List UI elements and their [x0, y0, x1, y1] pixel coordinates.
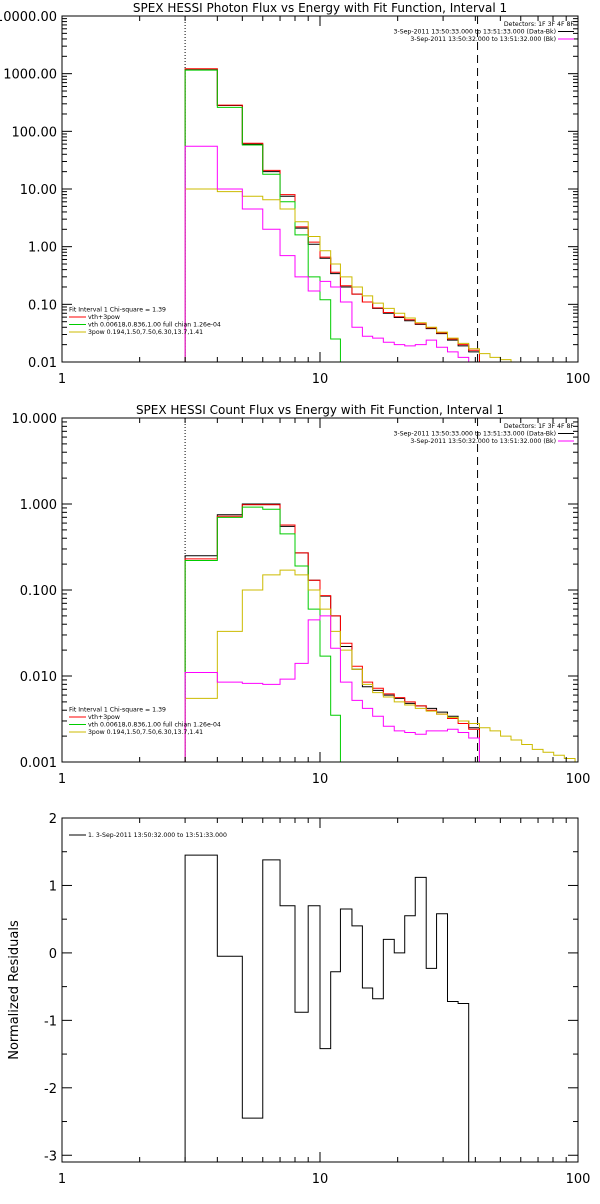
series-line-3 [184, 188, 522, 362]
x-tick-label: 1 [58, 772, 66, 787]
legend-entry: vth+3pow [88, 314, 120, 321]
series-group [184, 68, 522, 362]
y-tick-label: 10000.00 [0, 10, 57, 25]
legend-entry: vth+3pow [88, 714, 120, 721]
y-tick-label: 0.10 [28, 298, 57, 313]
series-line-1 [184, 68, 480, 362]
info-text: 3-Sep-2011 13:50:32.000 to 13:51:32.000 … [410, 438, 556, 445]
x-tick-label: 1 [58, 1172, 66, 1187]
x-tick-label: 10 [312, 772, 329, 787]
series-group [184, 854, 480, 1162]
legend-entry: vth 0.00618,0.836,1.00 full chian 1.26e-… [88, 322, 221, 329]
info-text: 3-Sep-2011 13:50:32.000 to 13:51:32.000 … [410, 36, 556, 43]
x-tick-label: 10 [312, 1172, 329, 1187]
y-tick-label: 10.00 [20, 183, 57, 198]
info-text: 3-Sep-2011 13:50:33.000 to 13:51:33.000 … [394, 431, 556, 438]
series-line-2 [184, 506, 341, 762]
legend-entry: 3pow 0.194,1.50,7.50,6.30,13.7,1.41 [88, 729, 203, 736]
x-tick-label: 1 [58, 372, 66, 387]
x-tick-label: 10 [312, 372, 329, 387]
info-text: Detectors: 1F 3F 4F 8F [504, 21, 575, 28]
x-tick-label: 100 [566, 1172, 591, 1187]
y-tick-label: 0 [49, 947, 57, 962]
legend-entry: 1. 3-Sep-2011 13:50:32.000 to 13:51:33.0… [88, 832, 227, 839]
x-tick-label: 100 [566, 372, 591, 387]
y-tick-label: -1 [44, 1014, 57, 1029]
y-tick-label: 100.00 [12, 125, 58, 140]
y-tick-label: 1.00 [28, 241, 57, 256]
y-tick-label: -3 [44, 1149, 57, 1164]
legend-entry: Fit Interval 1 Chi-square = 1.39 [69, 307, 166, 314]
panel-photon: SPEX HESSI Photon Flux vs Energy with Fi… [0, 1, 590, 387]
y-tick-label: -2 [44, 1082, 57, 1097]
series-line-4 [184, 615, 480, 762]
y-tick-label: 1000.00 [3, 68, 57, 83]
y-tick-label: 1.000 [20, 498, 57, 513]
series-group [184, 503, 576, 762]
chart-title: SPEX HESSI Photon Flux vs Energy with Fi… [133, 1, 507, 15]
y-tick-label: 0.100 [20, 584, 57, 599]
y-tick-label: 2 [49, 812, 57, 827]
y-tick-label: 1 [49, 879, 57, 894]
panel-count: SPEX HESSI Count Flux vs Energy with Fit… [12, 403, 591, 787]
y-axis-label: Normalized Residuals [7, 920, 22, 1060]
series-line-0 [184, 854, 480, 1162]
legend-entry: 3pow 0.194,1.50,7.50,6.30,13.7,1.41 [88, 329, 203, 336]
legend-entry: Fit Interval 1 Chi-square = 1.39 [69, 707, 166, 714]
y-tick-label: 0.010 [20, 670, 57, 685]
x-tick-label: 100 [566, 772, 591, 787]
info-text: Detectors: 1F 3F 4F 8F [504, 423, 575, 430]
chart-title: SPEX HESSI Count Flux vs Energy with Fit… [136, 403, 504, 417]
info-text: 3-Sep-2011 13:50:33.000 to 13:51:33.000 … [394, 29, 556, 36]
panel-resid: Normalized Residuals 1 10 100 -3 -2 -1 0 1 2 1. 3-… [7, 812, 590, 1187]
y-tick-label: 0.001 [20, 756, 57, 771]
legend-entry: vth 0.00618,0.836,1.00 full chian 1.26e-… [88, 722, 221, 729]
series-line-3 [184, 569, 576, 762]
y-tick-label: 0.01 [28, 356, 57, 371]
series-line-4 [184, 145, 480, 362]
y-tick-label: 10.000 [12, 412, 58, 427]
